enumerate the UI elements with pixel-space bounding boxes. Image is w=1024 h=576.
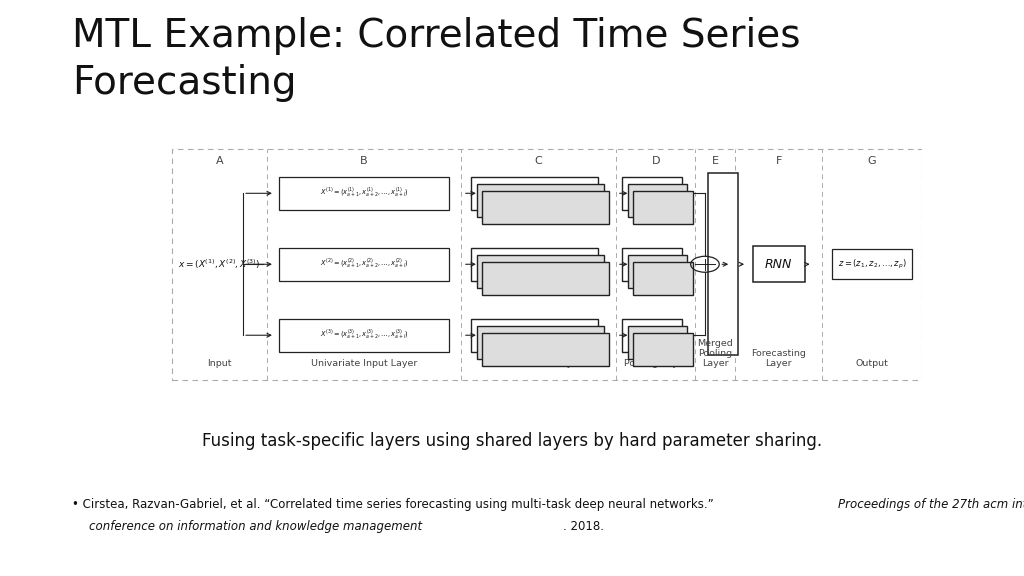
Text: Proceedings of the 27th acm international: Proceedings of the 27th acm internationa… bbox=[838, 498, 1024, 511]
Bar bbox=[279, 319, 450, 352]
Text: D: D bbox=[651, 156, 660, 166]
Bar bbox=[482, 333, 609, 366]
Text: $z = (z_1, z_2, \ldots, z_p)$: $z = (z_1, z_2, \ldots, z_p)$ bbox=[838, 257, 906, 271]
Bar bbox=[633, 333, 692, 366]
Bar bbox=[833, 249, 911, 279]
Bar bbox=[471, 248, 598, 281]
Text: C: C bbox=[535, 156, 543, 166]
Bar bbox=[628, 184, 687, 217]
Text: $X^{(2)} = (x^{(2)}_{a+1}, x^{(2)}_{a+2}, \ldots, x^{(2)}_{a+l})$: $X^{(2)} = (x^{(2)}_{a+1}, x^{(2)}_{a+2}… bbox=[319, 257, 409, 271]
Text: conference on information and knowledge management: conference on information and knowledge … bbox=[89, 520, 422, 533]
Bar bbox=[622, 248, 682, 281]
Bar bbox=[622, 319, 682, 352]
Bar bbox=[471, 177, 598, 210]
Bar bbox=[471, 319, 598, 352]
Bar bbox=[477, 255, 604, 288]
Bar bbox=[279, 248, 450, 281]
Bar bbox=[709, 173, 738, 355]
Text: Merged
Pooling
Layer: Merged Pooling Layer bbox=[697, 339, 733, 369]
Text: $X^{(3)} = (x^{(3)}_{a+1}, x^{(3)}_{a+2}, \ldots, x^{(3)}_{a+l})$: $X^{(3)} = (x^{(3)}_{a+1}, x^{(3)}_{a+2}… bbox=[319, 328, 409, 342]
Bar bbox=[482, 262, 609, 295]
Bar bbox=[279, 177, 450, 210]
Text: Forecasting
Layer: Forecasting Layer bbox=[752, 349, 806, 369]
Text: $x = (X^{(1)}, X^{(2)}, X^{(3)})$: $x = (X^{(1)}, X^{(2)}, X^{(3)})$ bbox=[178, 257, 260, 271]
Bar bbox=[482, 191, 609, 224]
Text: MTL Example: Correlated Time Series
Forecasting: MTL Example: Correlated Time Series Fore… bbox=[72, 17, 800, 103]
Bar bbox=[633, 191, 692, 224]
Bar bbox=[753, 246, 805, 282]
Text: Fusing task-specific layers using shared layers by hard parameter sharing.: Fusing task-specific layers using shared… bbox=[202, 431, 822, 450]
Bar bbox=[172, 149, 922, 380]
Text: • Cirstea, Razvan-Gabriel, et al. “Correlated time series forecasting using mult: • Cirstea, Razvan-Gabriel, et al. “Corre… bbox=[72, 498, 717, 511]
Text: $X^{(1)} = (x^{(1)}_{a+1}, x^{(1)}_{a+2}, \ldots, x^{(1)}_{a+l})$: $X^{(1)} = (x^{(1)}_{a+1}, x^{(1)}_{a+2}… bbox=[319, 186, 409, 200]
Bar bbox=[622, 177, 682, 210]
Bar bbox=[477, 184, 604, 217]
Bar bbox=[628, 325, 687, 359]
Text: Input: Input bbox=[207, 359, 231, 369]
Text: . 2018.: . 2018. bbox=[563, 520, 604, 533]
Text: G: G bbox=[867, 156, 877, 166]
Text: F: F bbox=[775, 156, 782, 166]
Text: Convolution Layer: Convolution Layer bbox=[496, 359, 582, 369]
Text: RNN: RNN bbox=[765, 258, 793, 271]
Bar bbox=[633, 262, 692, 295]
Text: Pooling Layer: Pooling Layer bbox=[624, 359, 688, 369]
Bar bbox=[477, 325, 604, 359]
Bar bbox=[628, 255, 687, 288]
Text: Univariate Input Layer: Univariate Input Layer bbox=[311, 359, 418, 369]
Text: B: B bbox=[360, 156, 368, 166]
Text: E: E bbox=[712, 156, 719, 166]
Text: A: A bbox=[215, 156, 223, 166]
Text: Output: Output bbox=[856, 359, 889, 369]
